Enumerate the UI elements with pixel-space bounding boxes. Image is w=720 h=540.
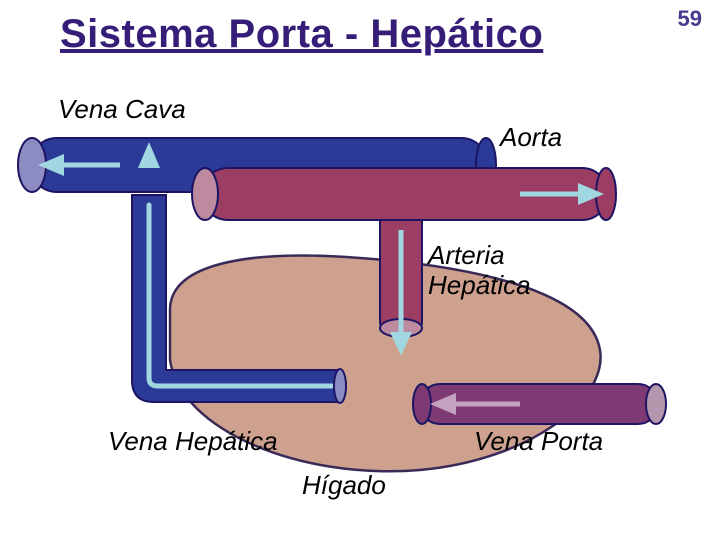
label-arteria-hepatica-1: Arteria	[428, 240, 505, 271]
portal-vein-right-cap	[646, 384, 666, 424]
label-vena-cava: Vena Cava	[58, 94, 186, 125]
diagram-canvas	[0, 0, 720, 540]
label-vena-hepatica: Vena Hepática	[108, 426, 278, 457]
aorta-left-cap	[192, 168, 218, 220]
portal-vein-left-cap	[413, 384, 431, 424]
hepatic-vein-cap	[334, 369, 346, 403]
label-vena-porta: Vena Porta	[474, 426, 603, 457]
label-arteria-hepatica-2: Hepática	[428, 270, 531, 301]
label-higado: Hígado	[302, 470, 386, 501]
label-aorta: Aorta	[500, 122, 562, 153]
